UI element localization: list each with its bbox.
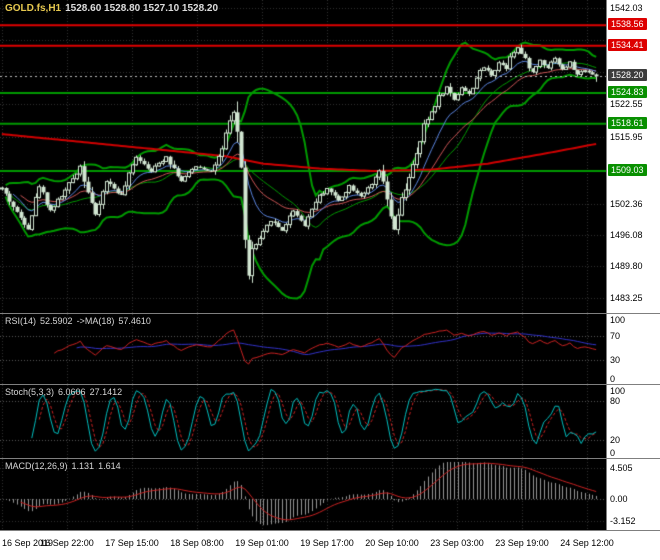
chart-title: GOLD.fs,H1 1528.60 1528.80 1527.10 1528.2… [5,3,222,14]
price-tick-label: 1522.55 [610,99,643,109]
price-tick-label: 1483.25 [610,293,643,303]
price-badge-green: 1518.61 [608,117,647,129]
time-axis-label: 16 Sep 2019 [2,538,54,548]
stochastic-canvas[interactable] [0,385,606,458]
stoch-scale-label: 20 [610,435,621,445]
stoch-name: Stoch(5,3,3) [5,387,55,397]
rsi-ma-name: ->MA(18) [76,316,115,326]
macd-scale-label: 4.505 [610,463,633,473]
time-axis-label: 18 Sep 08:00 [170,538,224,548]
stochastic-label: Stoch(5,3,3) 6.0606 27.1412 [5,387,126,397]
macd-panel[interactable]: MACD(12,26,9) 1.131 1.614 [0,459,606,530]
rsi-panel[interactable]: RSI(14) 52.5902 ->MA(18) 57.4610 [0,314,606,384]
macd-canvas[interactable] [0,459,606,530]
price-badge-current: 1528.20 [608,69,647,81]
main-chart-canvas[interactable] [0,0,606,313]
rsi-scale-label: 70 [610,331,621,341]
rsi-scale-label: 0 [610,374,616,384]
macd-value-signal: 1.614 [98,461,121,471]
time-axis-label: 19 Sep 01:00 [235,538,289,548]
price-tick-label: 1502.36 [610,199,643,209]
price-tick-label: 1496.08 [610,230,643,240]
time-axis-label: 23 Sep 19:00 [495,538,549,548]
panel-separator[interactable] [0,458,660,459]
time-axis-label: 17 Sep 15:00 [105,538,159,548]
price-axis-divider [606,0,607,531]
rsi-ma-value: 57.4610 [118,316,151,326]
macd-name: MACD(12,26,9) [5,461,68,471]
time-axis-label: 20 Sep 10:00 [365,538,419,548]
ohlc-values: 1528.60 1528.80 1527.10 1528.20 [65,3,219,14]
panel-separator[interactable] [0,313,660,314]
macd-label: MACD(12,26,9) 1.131 1.614 [5,461,125,471]
rsi-label: RSI(14) 52.5902 ->MA(18) 57.4610 [5,316,155,326]
time-axis-label: 23 Sep 03:00 [430,538,484,548]
price-badge-red: 1534.41 [608,39,647,51]
stoch-scale-label: 0 [610,448,616,458]
stoch-value-d: 27.1412 [89,387,123,397]
time-axis-label: 24 Sep 12:00 [560,538,614,548]
stochastic-panel[interactable]: Stoch(5,3,3) 6.0606 27.1412 [0,385,606,458]
macd-scale-label: -3.152 [610,516,636,526]
price-tick-label: 1542.03 [610,3,643,13]
stoch-scale-label: 80 [610,396,621,406]
rsi-value: 52.5902 [40,316,73,326]
time-axis-label: 19 Sep 17:00 [300,538,354,548]
macd-scale-label: 0.00 [610,494,628,504]
rsi-canvas[interactable] [0,314,606,384]
time-axis[interactable]: 16 Sep 2019 16 Sep 22:00 17 Sep 15:00 18 Se… [0,532,660,560]
rsi-scale-label: 30 [610,355,621,365]
stoch-scale-label: 100 [610,386,626,396]
main-chart-panel[interactable]: GOLD.fs,H1 1528.60 1528.80 1527.10 1528.2… [0,0,606,313]
price-badge-green: 1524.83 [608,86,647,98]
price-badge-green: 1509.03 [608,164,647,176]
price-axis[interactable]: 1542.03 1522.55 1515.95 1502.36 1496.08 1489.… [607,0,660,531]
time-axis-label: 16 Sep 22:00 [40,538,94,548]
rsi-scale-label: 100 [610,315,626,325]
price-badge-red: 1538.56 [608,18,647,30]
symbol-timeframe: GOLD.fs,H1 [5,3,62,14]
panel-separator[interactable] [0,384,660,385]
price-tick-label: 1489.80 [610,261,643,271]
macd-value-main: 1.131 [71,461,95,471]
rsi-name: RSI(14) [5,316,37,326]
price-tick-label: 1515.95 [610,132,643,142]
panel-separator[interactable] [0,530,660,531]
stoch-value-k: 6.0606 [58,387,86,397]
